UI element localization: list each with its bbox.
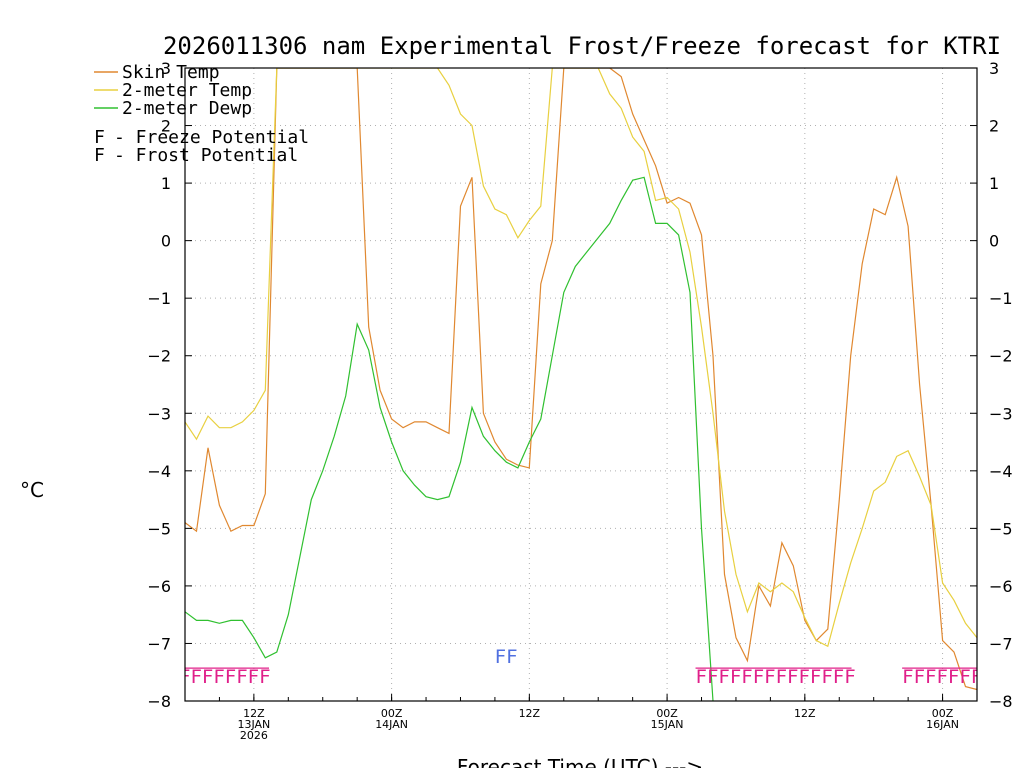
y-tick-label-left: −1 <box>147 289 171 308</box>
x-tick-label: 14JAN <box>375 718 408 731</box>
series-group <box>185 68 977 701</box>
y-tick-label-right: 0 <box>989 232 999 251</box>
series-line-skin-temp <box>185 68 977 691</box>
y-tick-label-right: −6 <box>989 577 1013 596</box>
y-tick-label-left: 1 <box>161 174 171 193</box>
y-tick-label-left: 2 <box>161 117 171 136</box>
legend-potential-symbol: F <box>94 145 105 166</box>
legend-potential-label: - Frost Potential <box>114 145 298 166</box>
y-tick-label-right: 2 <box>989 117 999 136</box>
y-tick-label-right: −3 <box>989 404 1013 423</box>
y-tick-label-left: −5 <box>147 519 171 538</box>
grid <box>185 68 977 701</box>
x-tick-label: 00Z <box>932 707 954 720</box>
y-tick-label-right: −5 <box>989 519 1013 538</box>
x-tick-label: 00Z <box>656 707 678 720</box>
x-tick-label: 2026 <box>240 729 268 742</box>
y-tick-label-left: 3 <box>161 59 171 78</box>
potential-markers: FFFFFFFFFFFFFFFFFFFFFFFFFFFFFFFFFFFFFFFF… <box>179 646 1024 688</box>
chart-title: 2026011306 nam Experimental Frost/Freeze… <box>163 32 1001 60</box>
y-tick-label-left: −4 <box>147 462 171 481</box>
freeze-potential-marker: FFFFFFFF <box>179 666 271 688</box>
y-tick-label-left: −3 <box>147 404 171 423</box>
y-tick-label-left: −8 <box>147 692 171 711</box>
x-tick-label: 15JAN <box>651 718 684 731</box>
axis-ticks: −8 −8 −7 −7 −6 −6 −5 −5 −4 −4 −3 −3 −2 −2 −1 −1 0 0 1 1 2 2 3 3… <box>147 59 1013 742</box>
x-tick-label: 13JAN <box>237 718 270 731</box>
y-tick-label-right: 1 <box>989 174 999 193</box>
x-tick-label: 12Z <box>243 707 265 720</box>
y-tick-label-right: −4 <box>989 462 1013 481</box>
legend-potential-label: - Freeze Potential <box>114 127 309 148</box>
y-tick-label-left: 0 <box>161 232 171 251</box>
y-tick-label-right: −7 <box>989 634 1013 653</box>
frost-potential-marker: FF <box>495 646 518 668</box>
y-tick-label-left: −7 <box>147 634 171 653</box>
legend-entry: 2-meter Temp <box>122 80 252 101</box>
legend-potential-symbol: F <box>94 127 105 148</box>
y-axis-label: °C <box>20 478 44 502</box>
x-tick-label: 16JAN <box>926 718 959 731</box>
y-tick-label-right: −1 <box>989 289 1013 308</box>
series-line-2-meter-dewp <box>185 176 714 701</box>
y-tick-label-right: −8 <box>989 692 1013 711</box>
x-axis-label: Forecast Time (UTC) ---> <box>457 755 703 768</box>
y-tick-label-right: −2 <box>989 347 1013 366</box>
legend-entry: 2-meter Dewp <box>122 98 252 119</box>
x-tick-label: 00Z <box>381 707 403 720</box>
freeze-potential-marker: FFFFFFFFFFFFFF <box>696 666 856 688</box>
y-tick-label-right: 3 <box>989 59 999 78</box>
series-line-2-meter-temp <box>185 68 977 648</box>
plot-frame <box>184 67 978 702</box>
legend-entry: Skin Temp <box>122 62 220 83</box>
y-tick-label-left: −6 <box>147 577 171 596</box>
y-tick-label-left: −2 <box>147 347 171 366</box>
x-tick-label: 12Z <box>794 707 816 720</box>
x-tick-label: 12Z <box>519 707 541 720</box>
